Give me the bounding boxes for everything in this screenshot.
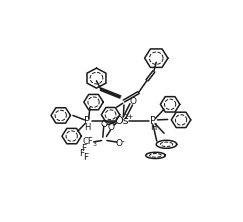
Text: 2+: 2+ — [123, 113, 133, 120]
Text: CF: CF — [82, 137, 93, 146]
Text: O: O — [101, 121, 108, 129]
Text: Os: Os — [114, 116, 129, 126]
Text: P: P — [150, 116, 156, 126]
Text: F: F — [81, 145, 87, 153]
Text: O: O — [108, 123, 115, 132]
Text: F: F — [79, 149, 85, 158]
Text: H: H — [84, 123, 91, 132]
Text: 3: 3 — [92, 142, 96, 147]
Text: -: - — [122, 138, 124, 147]
Text: P: P — [85, 116, 90, 126]
Text: H: H — [150, 123, 156, 132]
Text: O: O — [115, 139, 122, 148]
Text: F: F — [83, 153, 88, 162]
Text: O: O — [130, 97, 137, 106]
